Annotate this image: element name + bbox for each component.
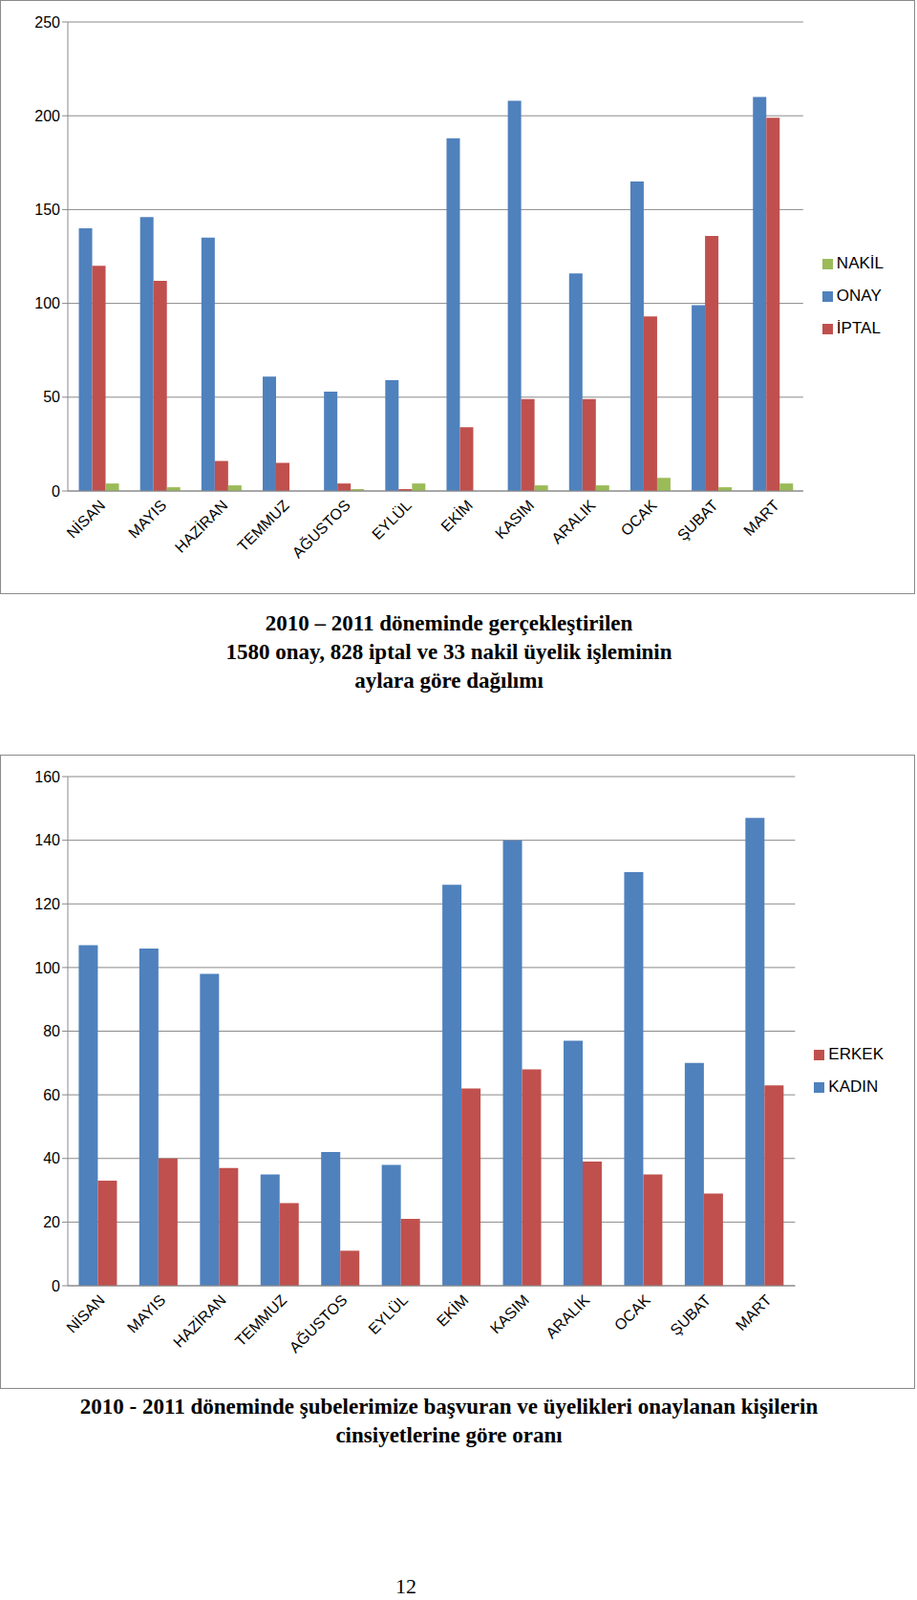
svg-text:KASIM: KASIM	[491, 496, 537, 542]
svg-text:ARALIK: ARALIK	[542, 1291, 593, 1342]
svg-text:AĞUSTOS: AĞUSTOS	[288, 495, 354, 561]
svg-text:100: 100	[34, 295, 61, 312]
html-text:KADIN: KADIN	[828, 1077, 879, 1096]
svg-text:KASIM: KASIM	[487, 1291, 533, 1337]
svg-text:EKİM: EKİM	[432, 1290, 471, 1329]
svg-text:160: 160	[34, 768, 61, 786]
svg-text:HAZİRAN: HAZİRAN	[169, 1290, 229, 1350]
svg-text:ŞUBAT: ŞUBAT	[666, 1291, 714, 1339]
svg-text:HAZİRAN: HAZİRAN	[170, 495, 231, 555]
html-text:ERKEK: ERKEK	[828, 1044, 884, 1064]
svg-text:100: 100	[34, 959, 61, 977]
svg-text:ŞUBAT: ŞUBAT	[674, 496, 722, 544]
svg-text:140: 140	[34, 831, 61, 849]
html-text:2010 - 2011 döneminde şubeleri: 2010 - 2011 döneminde şubelerimize başvu…	[80, 1394, 818, 1419]
svg-text:NİSAN: NİSAN	[63, 495, 108, 541]
svg-text:50: 50	[42, 388, 61, 406]
svg-text:250: 250	[34, 14, 61, 31]
html-text:12: 12	[395, 1574, 417, 1599]
svg-text:80: 80	[42, 1023, 61, 1040]
svg-text:NİSAN: NİSAN	[63, 1290, 108, 1336]
svg-text:OCAK: OCAK	[611, 1291, 654, 1334]
svg-text:EKİM: EKİM	[437, 495, 476, 534]
svg-text:TEMMUZ: TEMMUZ	[234, 496, 293, 555]
svg-text:MART: MART	[740, 496, 783, 539]
svg-text:EYLÜL: EYLÜL	[364, 1291, 411, 1338]
svg-text:0: 0	[51, 1278, 61, 1295]
svg-text:0: 0	[51, 483, 61, 500]
svg-text:MAYIS: MAYIS	[125, 496, 170, 541]
html-text:cinsiyetlerine göre oranı: cinsiyetlerine göre oranı	[335, 1423, 563, 1448]
svg-text:OCAK: OCAK	[618, 496, 661, 539]
svg-text:ARALIK: ARALIK	[548, 496, 598, 547]
svg-text:EYLÜL: EYLÜL	[368, 496, 415, 543]
svg-text:MAYIS: MAYIS	[124, 1291, 169, 1336]
html-text:İPTAL: İPTAL	[836, 319, 881, 338]
svg-text:150: 150	[34, 201, 61, 218]
svg-text:40: 40	[42, 1150, 61, 1167]
svg-text:AĞUSTOS: AĞUSTOS	[285, 1290, 351, 1356]
html-text:NAKİL: NAKİL	[836, 254, 884, 273]
svg-text:200: 200	[34, 107, 61, 125]
svg-text:TEMMUZ: TEMMUZ	[232, 1291, 291, 1350]
svg-text:120: 120	[34, 895, 61, 913]
html-text:2010 – 2011 döneminde gerçekle: 2010 – 2011 döneminde gerçekleştirilen	[265, 611, 633, 636]
html-text:1580 onay, 828 iptal ve 33 nak: 1580 onay, 828 iptal ve 33 nakil üyelik …	[225, 639, 672, 664]
html-text:ONAY: ONAY	[836, 286, 882, 305]
svg-text:60: 60	[42, 1087, 61, 1104]
html-text:aylara göre dağılımı: aylara göre dağılımı	[354, 668, 544, 693]
svg-text:20: 20	[42, 1214, 61, 1231]
svg-text:MART: MART	[732, 1291, 775, 1334]
